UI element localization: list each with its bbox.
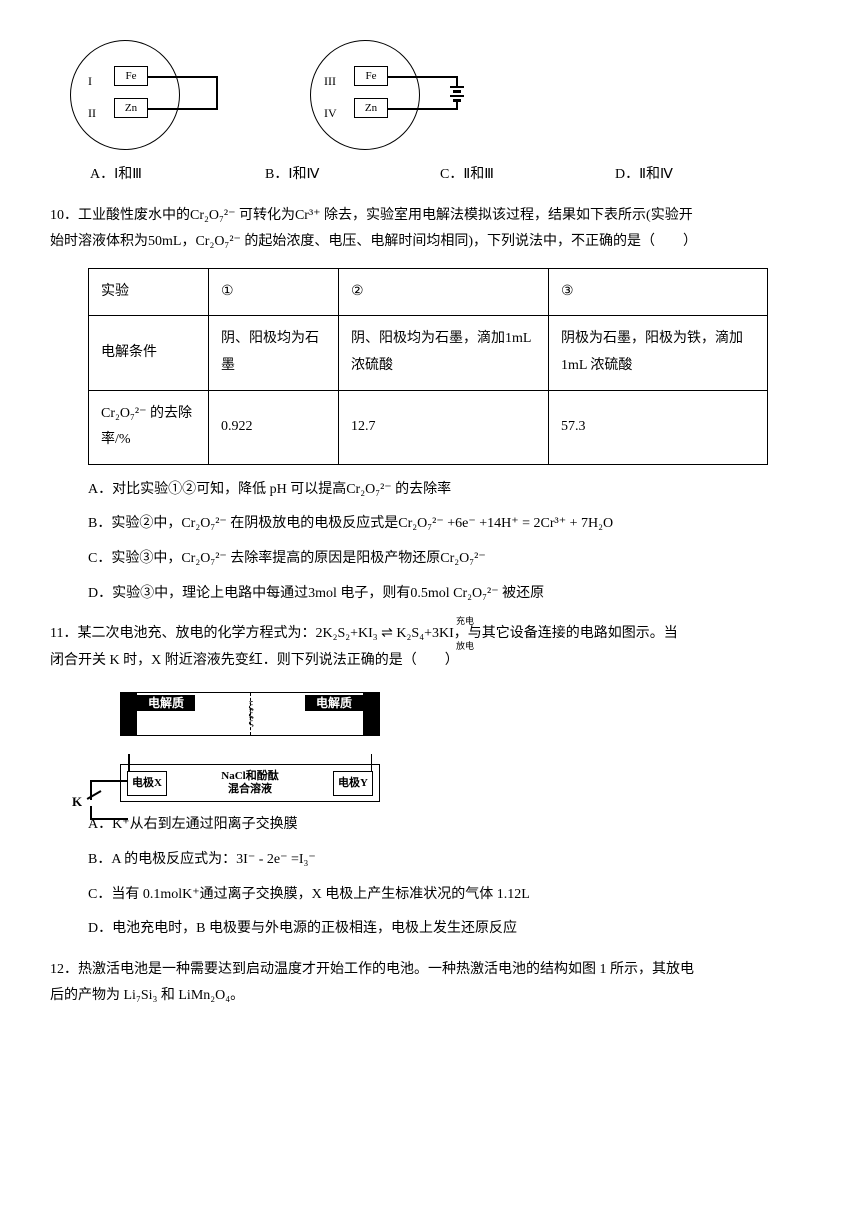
th-exp: 实验	[89, 268, 209, 316]
q10-stem-line1: 10．工业酸性废水中的Cr₂O₇²⁻ 可转化为Cr³⁺ 除去，实验室用电解法模拟…	[50, 203, 810, 230]
q11-option-c: C．当有 0.1molK⁺通过离子交换膜，X 电极上产生标准状况的气体 1.12…	[88, 882, 810, 909]
q10-option-a: A．对比实验①②可知，降低 pH 可以提高Cr₂O₇²⁻ 的去除率	[88, 477, 810, 504]
electrolyte-left: 电解质	[137, 695, 195, 711]
option-b: B．Ⅰ和Ⅳ	[265, 162, 440, 189]
th-2: ②	[339, 268, 549, 316]
electrode-fe: Fe	[354, 66, 388, 86]
wire	[148, 76, 218, 78]
bottom-cell: 电极X NaCl和酚酞 混合溶液 电极Y	[120, 764, 380, 802]
q9-options: A．Ⅰ和Ⅲ B．Ⅰ和Ⅳ C．Ⅱ和Ⅲ D．Ⅱ和Ⅳ	[90, 162, 810, 189]
q10-stem-line2: 始时溶液体积为50mL，Cr₂O₇²⁻ 的起始浓度、电压、电解时间均相同)，下列…	[50, 229, 810, 256]
beaker-circle	[70, 40, 180, 150]
electrode-fe: Fe	[114, 66, 148, 86]
electrode-zn: Zn	[354, 98, 388, 118]
electrode-a-bar	[121, 693, 137, 735]
q12: 12．热激活电池是一种需要达到启动温度才开始工作的电池。一种热激活电池的结构如图…	[50, 957, 810, 1010]
q10-option-d: D．实验③中，理论上电路中每通过3mol 电子，则有0.5mol Cr₂O₇²⁻…	[88, 581, 810, 608]
zn-text: Zn	[365, 98, 377, 119]
switch-k-label: K	[72, 790, 82, 815]
q10-option-c: C．实验③中，Cr₂O₇²⁻ 去除率提高的原因是阳极产物还原Cr₂O₇²⁻	[88, 546, 810, 573]
battery-short	[453, 90, 461, 93]
label-elec-x: 电极X	[127, 771, 167, 796]
q11-diagram: 电极A 阳离子交换膜 电极B 电解质 电解质 ξξξ K 电极X NaCl和酚酞…	[120, 692, 380, 802]
label-II: II	[88, 102, 96, 125]
arrow-bot-label: 放电	[456, 638, 474, 655]
electrode-zn: Zn	[114, 98, 148, 118]
battery-long	[450, 95, 464, 97]
arrow-top-label: 充电	[456, 613, 474, 630]
r2-label: Cr₂O₇²⁻ 的去除率/%	[89, 390, 209, 464]
th-3: ③	[549, 268, 768, 316]
table-row: Cr₂O₇²⁻ 的去除率/% 0.922 12.7 57.3	[89, 390, 768, 464]
q11-option-d: D．电池充电时，B 电极要与外电源的正极相连，电极上发生还原反应	[88, 916, 810, 943]
electrode-b-bar	[363, 693, 379, 735]
wire	[216, 76, 218, 110]
q9-diagrams: I II Fe Zn III IV Fe Zn	[70, 40, 810, 150]
electrolyte-text: 电解质	[316, 692, 352, 715]
option-c: C．Ⅱ和Ⅲ	[440, 162, 615, 189]
label-III: III	[324, 70, 336, 93]
fe-text: Fe	[126, 66, 137, 87]
battery-long	[450, 86, 464, 88]
r2-c2: 12.7	[339, 390, 549, 464]
electrolyte-text: 电解质	[148, 692, 184, 715]
fe-text: Fe	[366, 66, 377, 87]
r1-c1: 阴、阳极均为石墨	[209, 316, 339, 390]
q11-option-a: A．K⁺从右到左通过阳离子交换膜	[88, 812, 810, 839]
diagram-left: I II Fe Zn	[70, 40, 270, 150]
switch-arm	[87, 790, 102, 799]
q11-option-b: B．A 的电极反应式为：3I⁻ - 2e⁻ =I₃⁻	[88, 847, 810, 874]
table-row: 电解条件 阴、阳极均为石墨 阴、阳极均为石墨，滴加1mL 浓硫酸 阴极为石墨，阳…	[89, 316, 768, 390]
solution-label: NaCl和酚酞 混合溶液	[167, 770, 333, 796]
wire	[148, 108, 218, 110]
electrolyte-right: 电解质	[305, 695, 363, 711]
zn-text: Zn	[125, 98, 137, 119]
q11-stem-line1: 11．某二次电池充、放电的化学方程式为：2K₂S₂+KI₃ ⇌ K₂S₄+3KI…	[50, 626, 678, 641]
wire	[388, 76, 458, 78]
q10-option-b: B．实验②中，Cr₂O₇²⁻ 在阴极放电的电极反应式是Cr₂O₇²⁻ +6e⁻ …	[88, 511, 810, 538]
r2-c3: 57.3	[549, 390, 768, 464]
q12-stem-line2: 后的产物为 Li₇Si₃ 和 LiMn₂O₄。	[50, 983, 810, 1010]
q10-table: 实验 ① ② ③ 电解条件 阴、阳极均为石墨 阴、阳极均为石墨，滴加1mL 浓硫…	[88, 268, 768, 465]
q10: 10．工业酸性废水中的Cr₂O₇²⁻ 可转化为Cr³⁺ 除去，实验室用电解法模拟…	[50, 203, 810, 608]
r1-label: 电解条件	[89, 316, 209, 390]
label-IV: IV	[324, 102, 337, 125]
r1-c3: 阴极为石墨，阳极为铁，滴加1mL 浓硫酸	[549, 316, 768, 390]
top-cell: 电解质 电解质 ξξξ	[120, 692, 380, 736]
beaker-circle	[310, 40, 420, 150]
q12-stem-line1: 12．热激活电池是一种需要达到启动温度才开始工作的电池。一种热激活电池的结构如图…	[50, 957, 810, 984]
option-d: D．Ⅱ和Ⅳ	[615, 162, 790, 189]
r2-c1: 0.922	[209, 390, 339, 464]
label-elec-y: 电极Y	[333, 771, 373, 796]
q11: 11．某二次电池充、放电的化学方程式为：2K₂S₂+KI₃ ⇌ K₂S₄+3KI…	[50, 621, 810, 943]
solution-line2: 混合溶液	[167, 783, 333, 796]
q11-stem-line1-wrap: 11．某二次电池充、放电的化学方程式为：2K₂S₂+KI₃ ⇌ K₂S₄+3KI…	[50, 621, 810, 648]
table-row: 实验 ① ② ③	[89, 268, 768, 316]
diagram-right: III IV Fe Zn	[310, 40, 510, 150]
solution-line1: NaCl和酚酞	[167, 770, 333, 783]
label-I: I	[88, 70, 92, 93]
q11-stem-line2: 闭合开关 K 时，X 附近溶液先变红．则下列说法正确的是（ ）	[50, 648, 810, 675]
r1-c2: 阴、阳极均为石墨，滴加1mL 浓硫酸	[339, 316, 549, 390]
wire	[90, 818, 128, 820]
coil-icon: ξξξ	[248, 701, 251, 725]
wire	[456, 76, 458, 86]
wire	[388, 108, 458, 110]
option-a: A．Ⅰ和Ⅲ	[90, 162, 265, 189]
battery-short	[453, 99, 461, 102]
th-1: ①	[209, 268, 339, 316]
